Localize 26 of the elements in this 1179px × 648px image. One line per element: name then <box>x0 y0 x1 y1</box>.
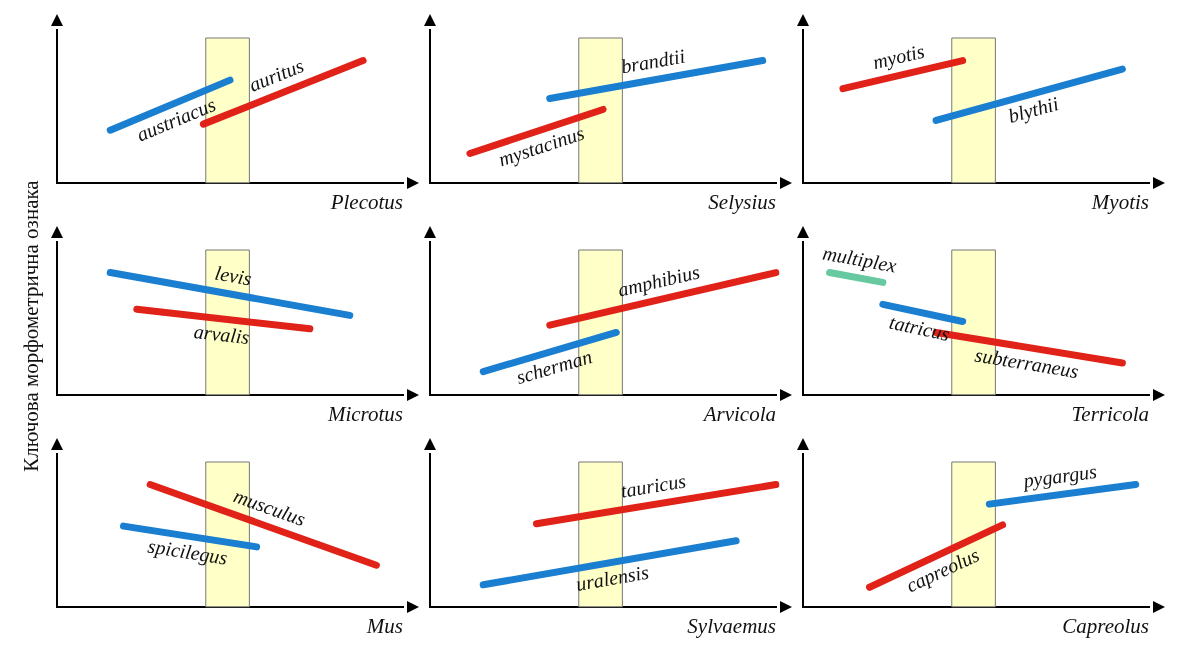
x-axis-title: Selysius <box>708 189 776 214</box>
y-axis-title: Ключова морфометрична ознака <box>18 180 44 472</box>
text: arvalis <box>192 320 251 349</box>
text: tatricus <box>887 310 952 346</box>
text: levis <box>213 261 254 290</box>
text: subterraneus <box>973 343 1081 383</box>
x-axis-title: Arvicola <box>701 401 776 426</box>
x-axis-title: Capreolus <box>1062 613 1149 638</box>
text: uralensis <box>574 560 651 595</box>
text: tauricus <box>619 469 688 502</box>
x-axis-title: Mus <box>365 613 403 638</box>
text: spicilegus <box>146 534 230 570</box>
text: amphibius <box>615 260 703 302</box>
x-axis-title: Plecotus <box>329 189 403 214</box>
text: multiplex <box>820 241 899 278</box>
x-axis-title: Terricola <box>1071 401 1149 426</box>
text: pygargus <box>1020 459 1099 493</box>
text: brandtii <box>619 44 687 78</box>
text: myotis <box>870 39 927 75</box>
x-axis-title: Myotis <box>1090 189 1149 214</box>
x-axis-title: Microtus <box>326 401 403 426</box>
text: musculus <box>230 484 309 531</box>
text: scherman <box>513 345 595 389</box>
x-axis-title: Sylvaemus <box>687 613 776 638</box>
text: auritus <box>245 54 307 96</box>
text: blythii <box>1005 92 1062 128</box>
